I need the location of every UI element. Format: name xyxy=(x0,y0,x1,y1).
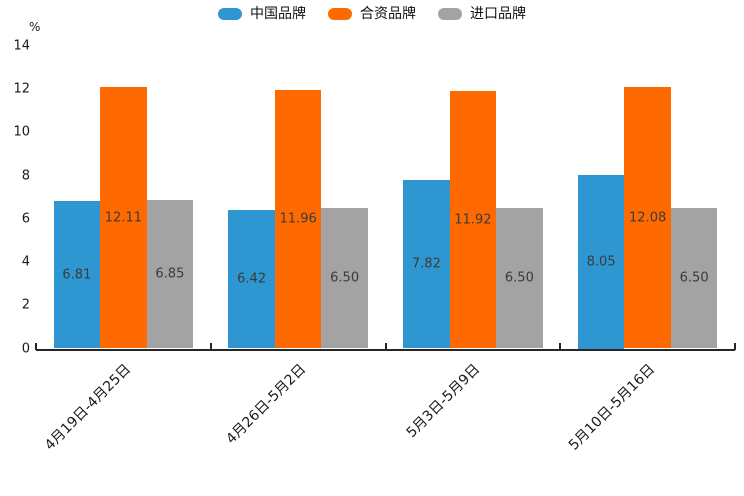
bar-value-label: 12.11 xyxy=(104,210,142,226)
y-tick-label: 6 xyxy=(21,211,30,227)
x-axis-tick xyxy=(209,342,212,350)
legend-label: 合资品牌 xyxy=(360,6,416,22)
y-tick-label: 0 xyxy=(21,341,30,356)
bar-value-label: 7.82 xyxy=(411,256,441,272)
legend-label: 进口品牌 xyxy=(470,6,526,22)
bar-value-label: 8.05 xyxy=(586,254,616,270)
x-axis-tick xyxy=(559,342,562,350)
bar-value-label: 6.50 xyxy=(330,270,360,286)
bar: 6.42 xyxy=(228,209,275,349)
legend: 中国品牌 合资品牌 进口品牌 xyxy=(0,7,744,21)
bar: 6.50 xyxy=(321,208,368,349)
bar-value-label: 6.85 xyxy=(155,266,185,282)
bar-value-label: 6.50 xyxy=(679,270,709,286)
legend-item: 中国品牌 xyxy=(218,7,306,21)
bar-value-label: 6.81 xyxy=(62,267,92,283)
legend-label: 中国品牌 xyxy=(250,6,306,22)
x-axis-tick xyxy=(384,342,387,350)
legend-swatch xyxy=(218,8,242,20)
bar-value-label: 12.08 xyxy=(629,210,667,226)
bar-value-label: 11.96 xyxy=(279,211,317,227)
x-tick-label: 4月19日-4月25日 xyxy=(41,360,134,454)
y-tick-label: 2 xyxy=(21,297,30,313)
legend-item: 进口品牌 xyxy=(438,7,526,21)
y-tick-label: 10 xyxy=(13,124,30,140)
y-axis-unit-label: % xyxy=(29,20,41,34)
bar: 12.08 xyxy=(624,87,671,349)
y-tick-label: 4 xyxy=(21,254,30,270)
bar: 11.92 xyxy=(449,90,497,349)
x-axis-tick xyxy=(734,342,736,350)
bar-value-label: 11.92 xyxy=(454,212,492,228)
bar-value-label: 6.50 xyxy=(504,270,534,286)
x-axis-tick xyxy=(35,342,37,350)
x-tick-label: 5月10日-5月16日 xyxy=(565,360,659,454)
bar: 6.85 xyxy=(146,200,194,349)
x-axis-line xyxy=(36,348,735,351)
bar-value-label: 6.42 xyxy=(237,271,267,287)
legend-item: 合资品牌 xyxy=(328,7,416,21)
bar: 6.81 xyxy=(53,201,101,349)
bar: 7.82 xyxy=(403,179,450,349)
bar: 8.05 xyxy=(577,174,625,349)
x-tick-label: 5月3日-5月9日 xyxy=(403,360,484,441)
y-tick-label: 14 xyxy=(13,38,30,54)
bar: 11.96 xyxy=(274,90,322,349)
bar: 6.50 xyxy=(670,208,718,349)
legend-swatch xyxy=(438,8,462,20)
y-tick-label: 12 xyxy=(13,81,30,97)
bar: 12.11 xyxy=(100,86,147,349)
bar: 6.50 xyxy=(496,208,543,349)
legend-swatch xyxy=(328,8,352,20)
y-tick-label: 8 xyxy=(21,168,30,184)
x-tick-label: 4月26日-5月2日 xyxy=(222,360,309,447)
